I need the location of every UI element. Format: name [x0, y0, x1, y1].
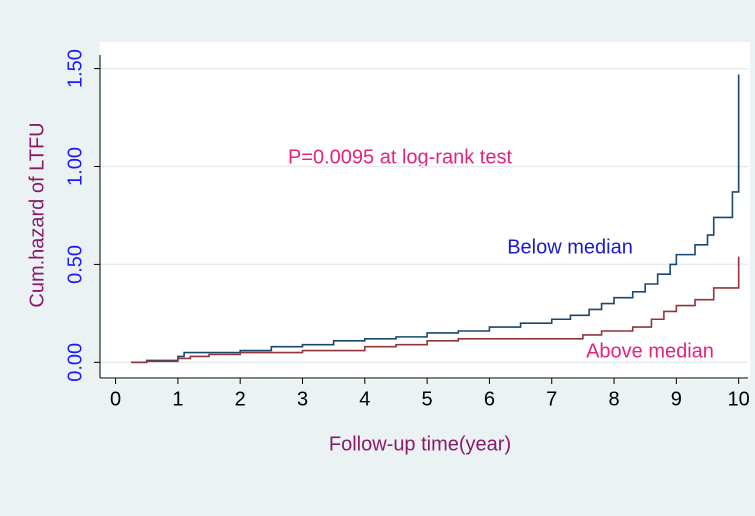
x-tick-label: 2 [235, 388, 246, 410]
series-line [131, 74, 740, 364]
y-axis-title: Cum.hazard of LTFU [26, 122, 48, 307]
x-tick-label: 7 [546, 388, 557, 410]
annotation: P=0.0095 at log-rank test [288, 146, 512, 168]
y-tick-label: 1.50 [64, 49, 86, 88]
series-label: Above median [586, 340, 714, 362]
series-label: Below median [507, 236, 633, 258]
x-tick-label: 3 [297, 388, 308, 410]
y-tick-label: 0.00 [64, 343, 86, 382]
x-tick-label: 5 [422, 388, 433, 410]
x-tick-label: 1 [172, 388, 183, 410]
series-line [131, 256, 740, 364]
x-tick-label: 4 [359, 388, 370, 410]
y-tick-label: 0.50 [64, 245, 86, 284]
x-axis-title: Follow-up time(year) [329, 433, 511, 455]
x-tick-label: 9 [671, 388, 682, 410]
x-tick-label: 0 [110, 388, 121, 410]
x-tick-label: 8 [608, 388, 619, 410]
x-tick-label: 6 [484, 388, 495, 410]
y-tick-label: 1.00 [64, 147, 86, 186]
plot-area [100, 42, 750, 380]
x-tick-label: 10 [728, 388, 750, 410]
